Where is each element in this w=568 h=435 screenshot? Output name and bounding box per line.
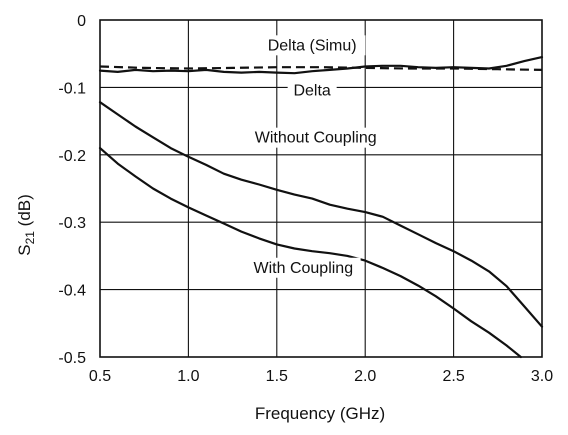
x-tick-label: 0.5: [89, 368, 111, 385]
annotation-backdrop: [287, 80, 337, 101]
series-line-without-coupling: [98, 101, 544, 328]
y-tick-label: -0.5: [58, 350, 86, 367]
annotation-delta: Delta: [287, 80, 337, 101]
y-axis-label-unit: (dB): [15, 194, 34, 231]
y-axis-label-base: S: [15, 244, 34, 255]
y-tick-label: -0.3: [58, 215, 86, 232]
x-tick-label: 3.0: [531, 368, 553, 385]
annotation-delta-simu: Delta (Simu): [258, 35, 366, 56]
plot-frame: [99, 19, 543, 358]
annotation-with-coupling: With Coupling: [246, 257, 361, 278]
annotation-text: Without Coupling: [255, 130, 377, 147]
y-axis-label-subscript: 21: [23, 231, 37, 245]
annotation-backdrop: [246, 127, 386, 148]
annotation-text: Delta: [293, 82, 330, 99]
annotation-backdrop: [246, 257, 361, 278]
y-tick-label: -0.2: [58, 148, 86, 165]
series-group: [98, 56, 544, 359]
x-tick-label: 1.5: [266, 368, 288, 385]
annotation-without-coupling: Without Coupling: [246, 127, 386, 148]
y-tick-label: -0.4: [58, 283, 86, 300]
x-tick-label: 2.0: [354, 368, 376, 385]
annotation-text: With Coupling: [254, 260, 354, 277]
series-line-delta: [98, 56, 544, 75]
y-tick-labels: 0 -0.1 -0.2 -0.3 -0.4 -0.5: [58, 13, 86, 367]
annotation-backdrop: [258, 35, 366, 56]
x-tick-label: 2.5: [442, 368, 464, 385]
x-tick-label: 1.0: [177, 368, 199, 385]
y-axis-label: S21 (dB): [15, 194, 37, 256]
annotation-text: Delta (Simu): [268, 37, 357, 54]
y-tick-label: 0: [77, 13, 86, 30]
x-axis-label: Frequency (GHz): [255, 404, 385, 423]
annotations: Delta (Simu) Delta Without Coupling With Co…: [246, 35, 386, 278]
y-tick-label: -0.1: [58, 80, 86, 97]
x-tick-labels: 0.5 1.0 1.5 2.0 2.5 3.0: [89, 368, 553, 385]
series-line-with-coupling: [98, 147, 522, 359]
